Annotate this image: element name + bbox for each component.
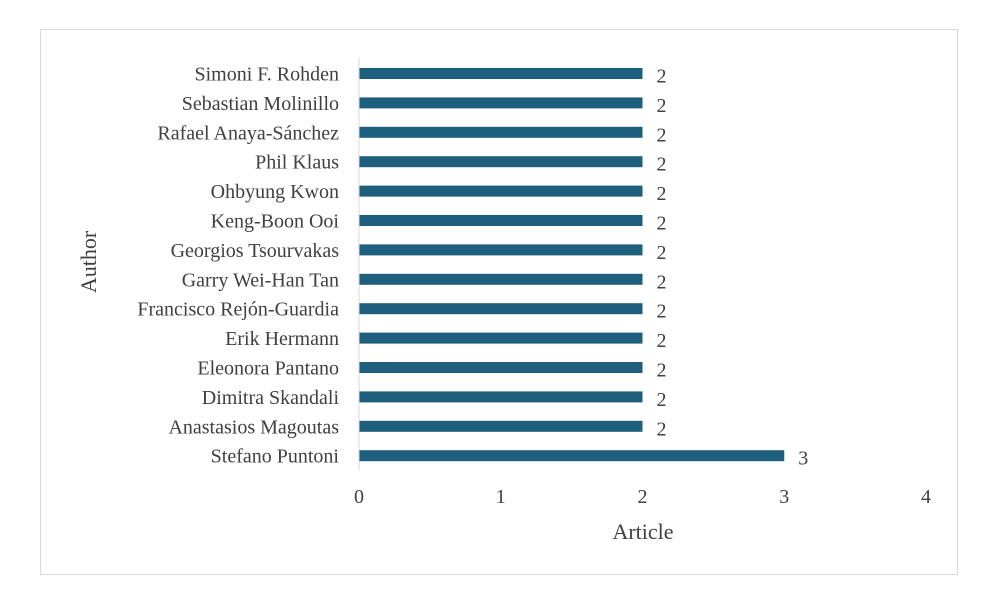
bar (359, 420, 643, 432)
bar (359, 450, 785, 462)
x-tick-label: 4 (921, 486, 931, 508)
bar (359, 391, 643, 403)
category-label: Georgios Tsourvakas (171, 240, 340, 262)
data-label: 2 (657, 183, 667, 205)
data-label: 3 (798, 448, 808, 470)
y-axis-title: Author (76, 230, 101, 293)
x-tick-label: 0 (354, 486, 364, 508)
bar (359, 68, 643, 79)
category-label: Stefano Puntoni (211, 446, 340, 468)
data-label: 2 (657, 360, 667, 382)
data-label: 2 (657, 213, 667, 235)
data-label: 2 (657, 242, 667, 264)
category-label: Dimitra Skandali (202, 387, 340, 409)
data-label: 2 (657, 418, 667, 440)
bar (359, 185, 643, 197)
x-axis-ticks: 0 1 2 3 4 (354, 486, 931, 508)
x-tick-label: 3 (779, 486, 789, 508)
category-label: Keng-Boon Ooi (211, 211, 340, 233)
category-label: Eleonora Pantano (197, 358, 339, 380)
bar (359, 215, 643, 226)
data-labels: 2 2 2 2 2 2 2 2 2 2 2 2 2 3 (657, 66, 809, 470)
category-label: Sebastian Molinillo (182, 93, 339, 115)
bar (359, 244, 643, 256)
category-label: Anastasios Magoutas (168, 416, 339, 438)
bar (359, 303, 643, 315)
bar (359, 362, 643, 373)
bar (359, 156, 643, 168)
data-label: 2 (657, 66, 667, 88)
bar (359, 97, 643, 109)
data-label: 2 (657, 95, 667, 117)
x-axis-title: Article (612, 519, 673, 544)
bar (359, 126, 643, 138)
x-tick-label: 1 (496, 486, 506, 508)
data-label: 2 (657, 389, 667, 411)
bars-layer (359, 68, 785, 462)
category-label: Francisco Rejón-Guardia (137, 299, 339, 321)
data-label: 2 (657, 301, 667, 323)
x-tick-label: 2 (638, 486, 648, 508)
category-label: Ohbyung Kwon (211, 181, 339, 203)
bar (359, 273, 643, 285)
chart-frame (40, 29, 958, 575)
category-label: Simoni F. Rohden (194, 64, 339, 86)
data-label: 2 (657, 154, 667, 176)
category-label: Phil Klaus (255, 152, 339, 174)
data-label: 2 (657, 124, 667, 146)
data-label: 2 (657, 330, 667, 352)
bar (359, 332, 643, 344)
category-labels: Simoni F. Rohden Sebastian Molinillo Rafae… (137, 64, 339, 468)
category-label: Rafael Anaya-Sánchez (157, 122, 339, 144)
category-label: Garry Wei-Han Tan (182, 269, 339, 291)
data-label: 2 (657, 271, 667, 293)
category-label: Erik Hermann (225, 328, 339, 350)
